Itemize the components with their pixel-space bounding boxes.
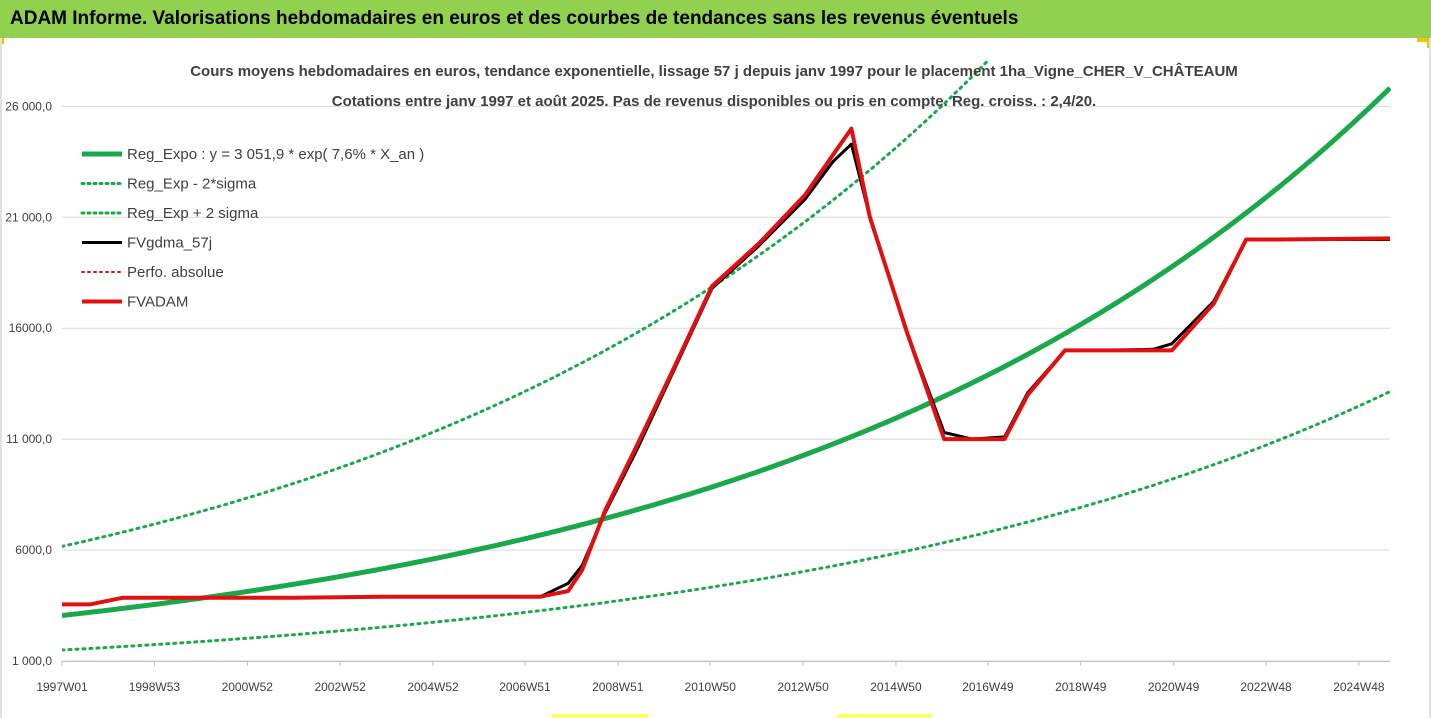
x-tick-label-4: 2004W52: [407, 680, 459, 694]
x-axis-ticks: 1997W01 1998W53 2000W52 2002W52 2004W52 2006W…: [36, 661, 1385, 694]
chart-legend: Reg_Expo : y = 3 051,9 * exp( 7,6% * X_a…: [80, 146, 424, 311]
y-tick-label-2: 11 000,0: [6, 432, 52, 446]
x-tick-label-1: 1998W53: [129, 680, 181, 694]
y-tick-label-3: 16000,0: [9, 321, 53, 335]
chart-subtitle-line-2: Cotations entre janv 1997 et août 2025. …: [332, 93, 1096, 110]
bottom-mark-2: [838, 714, 932, 718]
y-tick-label-5: 26 000,0: [5, 99, 52, 113]
series-reg-exp-minus-2-sigma: [62, 390, 1391, 652]
series-fvadam: [62, 126, 1391, 607]
x-tick-label-12: 2020W49: [1148, 680, 1200, 694]
y-axis-ticks: 1 000,0 6000,0 11 000,0 16000,0 21 000,0 26 0…: [5, 99, 52, 668]
legend-label-2: Reg_Exp + 2 sigma: [127, 205, 259, 222]
x-tick-label-0: 1997W01: [36, 680, 88, 694]
x-tick-label-10: 2016W49: [962, 680, 1014, 694]
corner-mark-right: [1417, 38, 1431, 42]
corner-mark-left: [0, 38, 4, 44]
x-tick-label-7: 2010W50: [685, 680, 737, 694]
series-reg-exp-plus-2-sigma: [62, 60, 991, 548]
legend-label-0: Reg_Expo : y = 3 051,9 * exp( 7,6% * X_a…: [127, 146, 424, 163]
legend-label-1: Reg_Exp - 2*sigma: [127, 176, 257, 193]
x-tick-label-3: 2002W52: [314, 680, 366, 694]
y-tick-label-4: 21 000,0: [5, 210, 52, 224]
x-tick-label-11: 2018W49: [1055, 680, 1107, 694]
chart-subtitle-line-1: Cours moyens hebdomadaires en euros, ten…: [190, 62, 1238, 80]
bottom-mark-1: [552, 714, 648, 718]
report-title: ADAM Informe. Valorisations hebdomadaire…: [0, 0, 1431, 38]
x-tick-label-13: 2022W48: [1240, 680, 1292, 694]
series-fvgdma-57j: [62, 142, 1390, 606]
x-tick-label-14: 2024W48: [1333, 680, 1385, 694]
grid-lines: [62, 105, 1390, 662]
x-tick-label-5: 2006W51: [499, 680, 551, 694]
x-tick-label-9: 2014W50: [870, 680, 922, 694]
series-lines: [62, 60, 1391, 652]
x-tick-label-6: 2008W51: [592, 680, 644, 694]
legend-label-3: FVgdma_57j: [127, 235, 212, 252]
x-tick-label-8: 2012W50: [777, 680, 829, 694]
legend-label-4: Perfo. absolue: [127, 264, 224, 281]
chart-frame: [0, 38, 1431, 718]
y-tick-label-1: 6000,0: [15, 543, 52, 557]
series-reg-expo: [62, 86, 1391, 618]
legend-label-5: FVADAM: [127, 294, 188, 311]
y-tick-label-0: 1 000,0: [12, 654, 52, 668]
x-tick-label-2: 2000W52: [222, 680, 274, 694]
